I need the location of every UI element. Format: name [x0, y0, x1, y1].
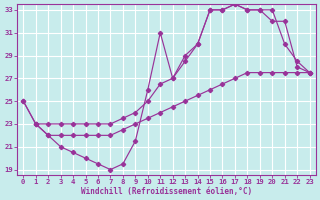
- X-axis label: Windchill (Refroidissement éolien,°C): Windchill (Refroidissement éolien,°C): [81, 187, 252, 196]
